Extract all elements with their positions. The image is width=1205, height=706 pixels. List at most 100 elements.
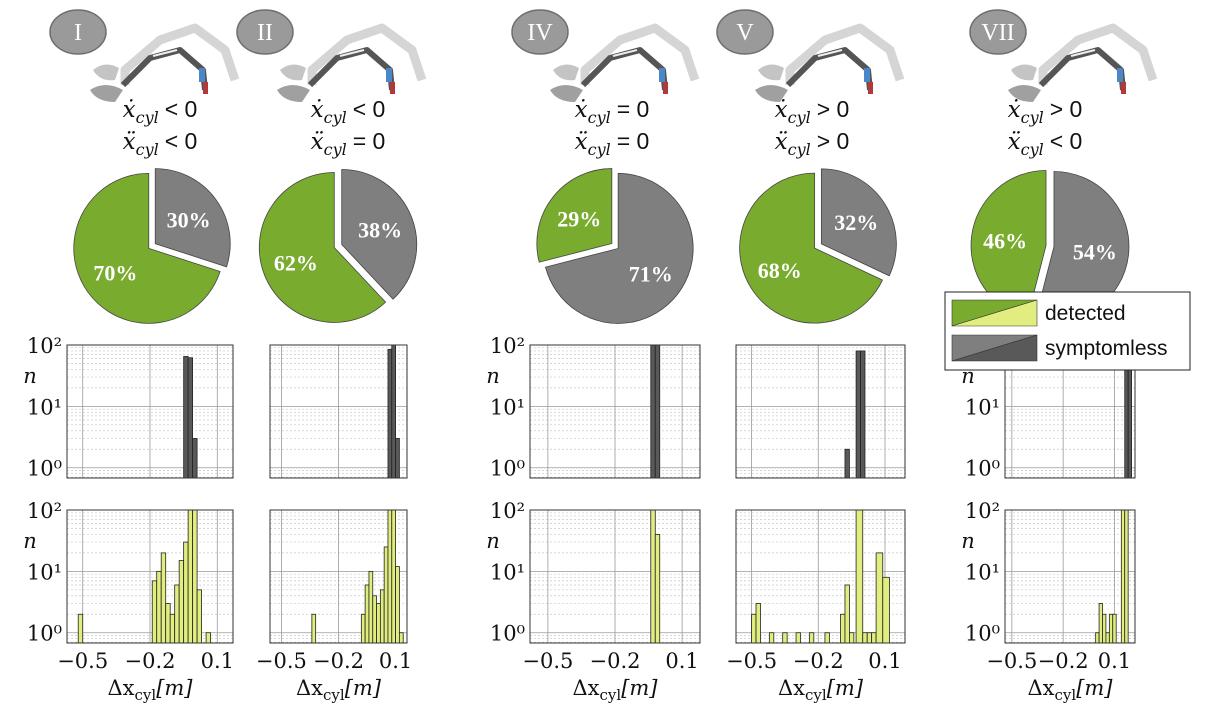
x-label-suffix: [m] bbox=[1076, 676, 1113, 700]
x-label-prefix: Δx bbox=[107, 676, 134, 700]
x-label-prefix: Δx bbox=[572, 676, 599, 700]
condition-symbol: ẍ bbox=[775, 129, 788, 155]
condition-subscript: cyl bbox=[136, 108, 159, 127]
histogram-bar bbox=[188, 510, 192, 643]
histogram-bar bbox=[841, 614, 845, 643]
histogram-bar bbox=[796, 633, 800, 643]
condition-relation: = 0 bbox=[353, 128, 386, 154]
x-label-subscript: cyl bbox=[135, 686, 157, 704]
x-label-subscript: cyl bbox=[805, 686, 827, 704]
condition-symbol: ẍ bbox=[123, 129, 136, 155]
condition-relation: < 0 bbox=[353, 96, 386, 122]
histogram-bar bbox=[175, 585, 179, 643]
histogram-bar bbox=[845, 585, 849, 643]
pie-value-label: 46% bbox=[983, 228, 1027, 253]
histogram-bar bbox=[1121, 510, 1124, 643]
y-tick-label: 10² bbox=[27, 499, 62, 523]
condition-symbol: ẋ bbox=[123, 97, 136, 123]
histogram-bar bbox=[377, 603, 381, 643]
x-tick-label: 0.1 bbox=[665, 649, 698, 673]
x-tick-label: 0.1 bbox=[868, 649, 901, 673]
condition-relation: = 0 bbox=[617, 96, 650, 122]
histogram-bar bbox=[369, 571, 373, 643]
condition-relation: > 0 bbox=[1050, 96, 1083, 122]
histogram-bar bbox=[825, 633, 829, 643]
histogram-bar bbox=[179, 561, 183, 643]
condition-subscript: cyl bbox=[588, 108, 611, 127]
histogram-bar bbox=[655, 534, 659, 643]
histogram-bar bbox=[184, 356, 188, 478]
x-tick-label: −0.2 bbox=[793, 649, 844, 673]
condition: ẋcyl< 0 bbox=[311, 96, 386, 127]
histogram-bar bbox=[193, 510, 197, 643]
x-axis-label: Δxcyl[m] bbox=[1027, 676, 1113, 704]
histogram-bar bbox=[1113, 614, 1116, 643]
condition-symbol: ẋ bbox=[775, 97, 788, 123]
histogram-bar bbox=[863, 633, 867, 643]
condition-symbol: ẍ bbox=[311, 129, 324, 155]
histogram-bar bbox=[1109, 614, 1112, 643]
histogram-bar bbox=[184, 542, 188, 643]
histogram-bar bbox=[867, 633, 871, 643]
histogram-bar bbox=[197, 590, 201, 643]
pie-value-label: 29% bbox=[557, 206, 601, 231]
histogram-bar bbox=[380, 590, 384, 643]
histogram-bar bbox=[396, 567, 400, 643]
histogram-bar bbox=[1125, 510, 1128, 643]
histogram-bar bbox=[1096, 633, 1099, 643]
pie-value-label: 62% bbox=[274, 251, 318, 276]
x-label-subscript: cyl bbox=[323, 686, 345, 704]
histogram-bar bbox=[373, 596, 377, 643]
histogram-bar bbox=[769, 633, 773, 643]
histogram-bar bbox=[883, 577, 890, 643]
condition-relation: < 0 bbox=[165, 128, 198, 154]
histogram-bar bbox=[752, 614, 756, 643]
x-tick-label: 0.1 bbox=[379, 649, 412, 673]
histogram-bar bbox=[396, 438, 400, 478]
condition: ẋcyl> 0 bbox=[1008, 96, 1083, 127]
panel-title: II bbox=[257, 20, 273, 46]
histogram-bar bbox=[392, 345, 396, 478]
histogram-bar bbox=[361, 614, 365, 643]
histogram-bar bbox=[157, 571, 161, 643]
legend-label: detected bbox=[1045, 302, 1126, 325]
condition-subscript: cyl bbox=[788, 108, 811, 127]
histogram-bar bbox=[152, 581, 156, 643]
x-axis-label: Δxcyl[m] bbox=[778, 676, 864, 704]
histogram-bar bbox=[188, 358, 192, 478]
x-tick-label: −0.2 bbox=[125, 649, 176, 673]
histogram-bar bbox=[161, 553, 165, 643]
condition-subscript: cyl bbox=[788, 140, 811, 159]
x-tick-label: 0.1 bbox=[201, 649, 234, 673]
y-tick-label: 10¹ bbox=[965, 395, 1000, 419]
y-tick-label: 10¹ bbox=[490, 395, 525, 419]
y-tick-label: 10⁰ bbox=[965, 622, 1000, 646]
histogram-bar bbox=[365, 585, 369, 643]
x-tick-label: −0.2 bbox=[313, 649, 364, 673]
panel-title: V bbox=[736, 20, 754, 46]
histogram-bar bbox=[651, 510, 655, 643]
x-tick-label: −0.5 bbox=[726, 649, 777, 673]
panel-title: I bbox=[74, 20, 82, 46]
y-tick-label: 10⁰ bbox=[27, 457, 62, 481]
condition-symbol: ẍ bbox=[575, 129, 588, 155]
condition-relation: < 0 bbox=[165, 96, 198, 122]
y-tick-label: 10¹ bbox=[965, 560, 1000, 584]
histogram-bar bbox=[1103, 614, 1106, 643]
condition-subscript: cyl bbox=[136, 140, 159, 159]
figure: Iẋcyl< 0ẍcyl< 030%70%10⁰10¹10²n10⁰10¹10²… bbox=[0, 0, 1205, 706]
pie-value-label: 30% bbox=[167, 207, 211, 232]
legend-label: symptomless bbox=[1045, 337, 1168, 360]
histogram-bar bbox=[845, 449, 849, 478]
condition: ẍcyl= 0 bbox=[311, 128, 386, 159]
condition-subscript: cyl bbox=[1021, 108, 1044, 127]
histogram-bar bbox=[876, 553, 883, 643]
condition-relation: < 0 bbox=[1050, 128, 1083, 154]
condition-symbol: ẍ bbox=[1008, 129, 1021, 155]
histogram-bar bbox=[856, 510, 863, 643]
x-tick-label: −0.2 bbox=[1038, 649, 1089, 673]
condition-symbol: ẋ bbox=[311, 97, 324, 123]
x-label-prefix: Δx bbox=[1027, 676, 1054, 700]
histogram-bar bbox=[872, 633, 876, 643]
panel-title: VII bbox=[981, 20, 1014, 46]
